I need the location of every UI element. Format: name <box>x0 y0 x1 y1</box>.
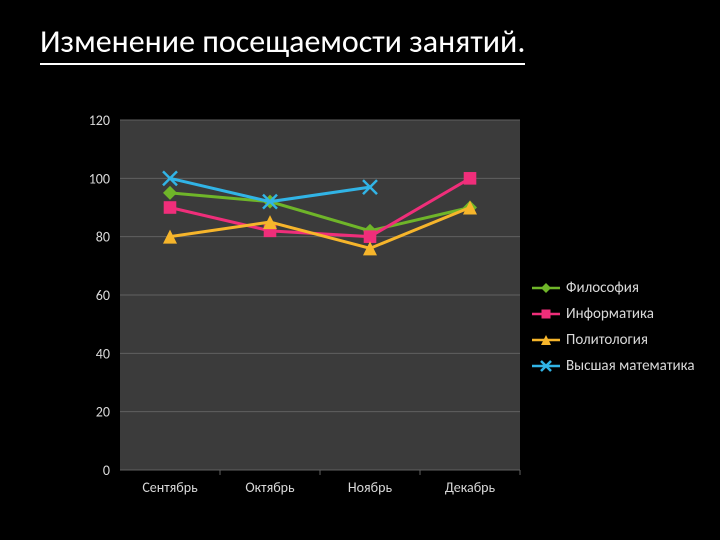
y-tick-label: 40 <box>96 345 110 362</box>
legend-marker-icon <box>532 282 560 294</box>
legend-item: Информатика <box>532 301 695 327</box>
x-tick-label: Октябрь <box>245 479 295 496</box>
legend-marker-icon <box>532 334 560 346</box>
legend-label: Информатика <box>566 305 654 323</box>
legend-marker-icon <box>532 360 560 372</box>
legend-item: Высшая математика <box>532 353 695 379</box>
y-tick-label: 0 <box>103 462 110 479</box>
legend-label: Высшая математика <box>566 357 695 375</box>
y-tick-label: 120 <box>89 112 110 129</box>
slide: Изменение посещаемости занятий. 0 20 40 60 8… <box>0 0 720 540</box>
x-tick-label: Декабрь <box>445 479 496 496</box>
legend-item: Философия <box>532 275 695 301</box>
y-tick-label: 60 <box>96 287 110 304</box>
x-tick-label: Сентябрь <box>142 479 198 496</box>
x-tick-label: Ноябрь <box>348 479 393 496</box>
y-tick-label: 20 <box>96 404 110 421</box>
legend-marker-icon <box>532 308 560 320</box>
y-tick-label: 80 <box>96 229 110 246</box>
legend-label: Политология <box>566 331 648 349</box>
legend-label: Философия <box>566 279 639 297</box>
legend-item: Политология <box>532 327 695 353</box>
page-title: Изменение посещаемости занятий. <box>40 22 525 65</box>
y-tick-label: 100 <box>89 170 110 187</box>
chart-legend: Философия Информатика Политология Высшая ма… <box>532 275 695 379</box>
